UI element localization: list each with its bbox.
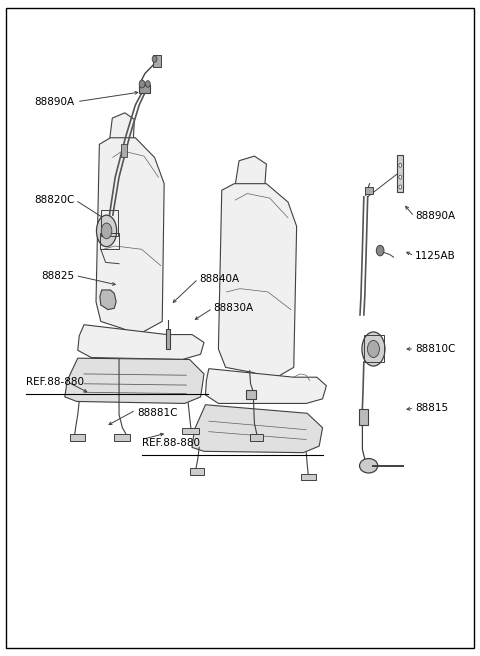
Text: 88810C: 88810C [415,344,456,354]
Bar [365,187,373,194]
Circle shape [399,185,402,189]
Polygon shape [78,325,204,359]
Circle shape [139,80,145,88]
Bar [166,329,170,349]
Circle shape [145,81,150,87]
Ellipse shape [96,215,117,247]
Text: 88881C: 88881C [137,408,177,419]
Bar [139,85,150,93]
Circle shape [376,245,384,256]
Bar [246,390,256,399]
Polygon shape [65,358,204,403]
Bar [250,434,263,441]
Ellipse shape [362,332,385,366]
Bar [100,233,119,249]
Bar [182,428,199,434]
Polygon shape [100,290,116,310]
Ellipse shape [360,459,378,473]
Bar [121,144,127,157]
Polygon shape [96,138,164,335]
Bar [301,474,316,480]
Text: 88825: 88825 [41,270,74,281]
Text: 1125AB: 1125AB [415,251,456,261]
Polygon shape [205,369,326,403]
Bar [70,434,85,441]
Polygon shape [235,156,266,190]
Bar [397,155,403,192]
Bar [190,468,204,475]
Text: REF.88-880: REF.88-880 [26,377,84,387]
Bar [153,55,161,67]
Ellipse shape [101,223,112,239]
Text: 88890A: 88890A [415,211,456,222]
Text: 88840A: 88840A [199,274,240,284]
Text: 88890A: 88890A [34,96,74,107]
Polygon shape [192,405,323,453]
Text: 88820C: 88820C [34,195,74,205]
Text: REF.88-880: REF.88-880 [142,438,200,448]
Circle shape [399,175,402,179]
Circle shape [152,56,157,62]
Bar [359,409,368,425]
Polygon shape [109,113,134,143]
Bar [101,210,118,236]
Text: 88815: 88815 [415,403,448,413]
Bar [114,434,130,441]
Text: 88830A: 88830A [214,303,254,314]
Polygon shape [218,184,297,380]
Ellipse shape [368,340,379,358]
Bar [364,335,384,362]
Circle shape [399,163,402,167]
